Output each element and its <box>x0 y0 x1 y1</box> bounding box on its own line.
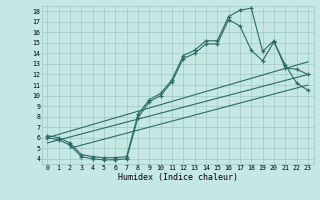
X-axis label: Humidex (Indice chaleur): Humidex (Indice chaleur) <box>118 173 237 182</box>
